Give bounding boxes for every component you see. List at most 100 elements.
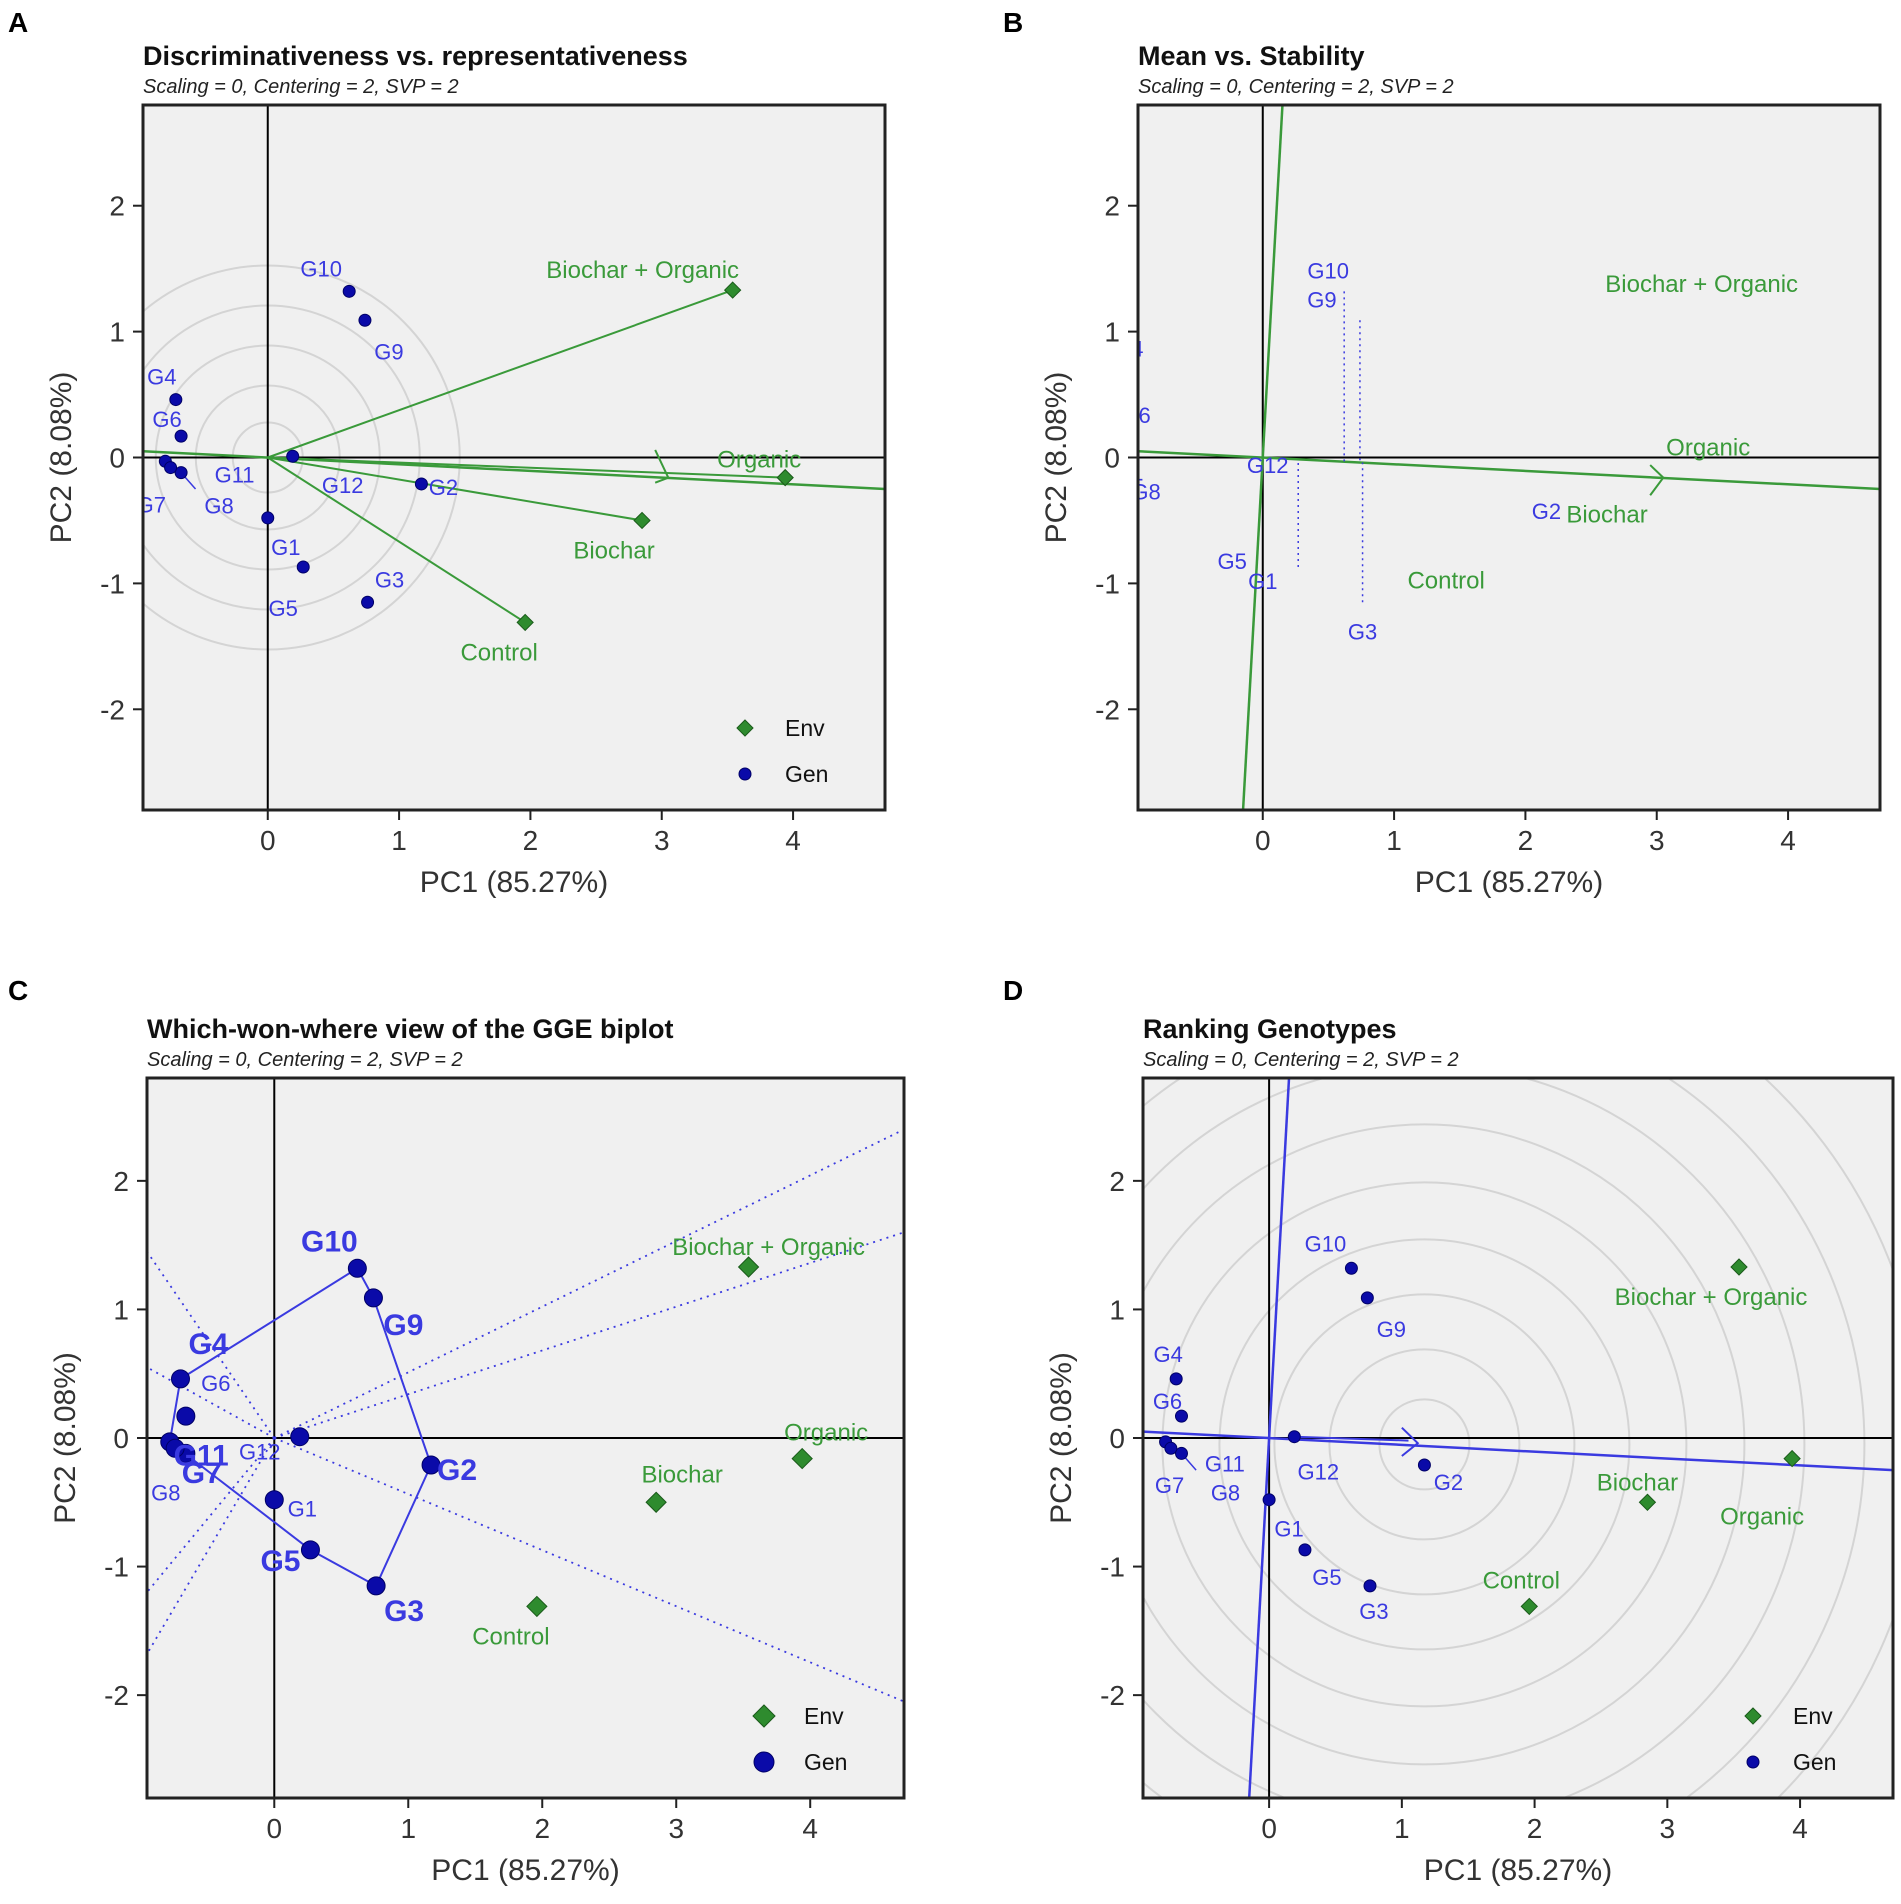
concentric-circle: [1273, 1293, 1576, 1596]
env-label: Biochar: [573, 537, 654, 564]
gen-label: G10: [1307, 258, 1349, 283]
env-point: [1730, 1258, 1748, 1276]
gen-label: G12: [1298, 1460, 1340, 1485]
y-axis-label: PC2 (8.08%): [1045, 1352, 1078, 1524]
gen-label: G1: [271, 535, 300, 560]
gen-label: G11: [1205, 1451, 1245, 1476]
aec-arrow: [654, 449, 670, 484]
x-axis-label: PC1 (85.27%): [1424, 1854, 1612, 1887]
panel-letter: A: [8, 7, 28, 38]
x-tick-label: 4: [1792, 1813, 1808, 1844]
legend-env-marker: [1744, 1707, 1762, 1725]
env-label: Biochar + Organic: [546, 257, 739, 284]
y-tick-label: -1: [1095, 568, 1120, 599]
env-point: [791, 1447, 813, 1470]
x-axis-label: PC1 (85.27%): [431, 1854, 619, 1887]
gen-label: G10: [300, 256, 342, 281]
x-tick-label: 4: [785, 825, 801, 856]
env-point: [1783, 1449, 1801, 1468]
x-tick-label: 3: [668, 1813, 684, 1844]
gen-label: G11: [215, 463, 255, 488]
x-tick-label: 0: [260, 825, 276, 856]
x-tick-label: 3: [654, 825, 670, 856]
x-tick-label: 4: [802, 1813, 818, 1844]
legend-gen-label: Gen: [785, 761, 828, 787]
x-tick-label: 0: [266, 1813, 282, 1844]
legend-env-label: Env: [804, 1703, 844, 1729]
gen-label: G5: [269, 596, 298, 621]
gen-label: G5: [1218, 549, 1247, 574]
legend-gen-label: Gen: [804, 1749, 847, 1775]
x-axis-label: PC1 (85.27%): [420, 866, 608, 899]
env-point: [776, 468, 794, 487]
y-tick-label: 2: [1104, 191, 1120, 222]
gen-point: [174, 429, 188, 443]
y-tick-label: 2: [109, 191, 125, 222]
gen-point: [264, 1490, 284, 1510]
gen-point: [174, 466, 188, 480]
env-label: Control: [1483, 1567, 1560, 1594]
x-tick-label: 2: [1527, 1813, 1543, 1844]
gen-point: [164, 461, 178, 475]
panel-c: C Which-won-where view of the GGE biplot S…: [8, 975, 906, 1887]
gen-label: G6: [201, 1371, 230, 1396]
y-tick-label: -1: [100, 568, 125, 599]
gen-point: [366, 1576, 386, 1596]
ideal-arrow: [1401, 1426, 1420, 1457]
gen-label: G10: [1305, 1231, 1347, 1256]
x-tick-label: 4: [1780, 825, 1796, 856]
gen-label: G1: [288, 1497, 317, 1522]
chart-title: Ranking Genotypes: [1143, 1014, 1397, 1044]
x-tick-label: 2: [523, 825, 539, 856]
x-tick-label: 3: [1649, 825, 1665, 856]
aec-line: [143, 449, 885, 491]
gen-label: G8: [1131, 480, 1160, 505]
chart-subtitle: Scaling = 0, Centering = 2, SVP = 2: [143, 76, 459, 98]
gen-label: G8: [1211, 1480, 1240, 1505]
env-label: Biochar + Organic: [1605, 271, 1798, 298]
gen-label: G2: [429, 475, 458, 500]
panel-b: B Mean vs. Stability Scaling = 0, Centerin…: [1003, 7, 1882, 899]
env-point: [526, 1595, 548, 1618]
legend-env-marker: [752, 1704, 776, 1728]
gen-point: [342, 284, 356, 298]
y-tick-label: 1: [113, 1294, 129, 1325]
env-vector: [267, 456, 643, 522]
gen-label: G8: [151, 1480, 180, 1505]
gen-label: G3: [375, 567, 404, 592]
x-tick-label: 2: [534, 1813, 550, 1844]
env-label: Organic: [1666, 435, 1750, 462]
gen-point: [1344, 1261, 1358, 1275]
gen-label: G4: [1154, 1342, 1183, 1367]
legend-env-label: Env: [1793, 1703, 1833, 1729]
gen-point: [290, 1427, 310, 1447]
env-label: Organic: [784, 1420, 868, 1447]
convex-hull: [168, 1266, 433, 1588]
legend-gen-marker: [738, 767, 752, 781]
y-tick-label: 2: [1109, 1166, 1125, 1197]
y-tick-label: 0: [109, 443, 125, 474]
env-vector: [267, 456, 526, 624]
gen-point: [1174, 1446, 1188, 1460]
env-label: Control: [472, 1623, 549, 1650]
gen-point: [296, 560, 310, 574]
gen-label: G6: [1153, 1389, 1182, 1414]
gen-label: G11: [174, 1439, 229, 1472]
panel-letter: B: [1003, 7, 1023, 38]
gen-label: G4: [147, 365, 176, 390]
y-tick-label: -2: [1100, 1680, 1125, 1711]
env-label: Biochar + Organic: [672, 1234, 865, 1261]
gen-label: G7: [137, 492, 166, 517]
env-label: Control: [1407, 567, 1484, 594]
gen-label: G7: [1155, 1473, 1184, 1498]
gen-label: G10: [301, 1225, 358, 1258]
gen-point: [1174, 1409, 1188, 1423]
concentric-circle: [1328, 1348, 1521, 1541]
y-tick-label: -2: [1095, 694, 1120, 725]
env-vector: [267, 289, 733, 459]
y-axis-label: PC2 (8.08%): [1040, 372, 1073, 544]
ideal-vector: [1294, 1435, 1409, 1442]
y-tick-label: 1: [1109, 1294, 1125, 1325]
y-tick-label: 2: [113, 1166, 129, 1197]
gen-label: G12: [239, 1440, 281, 1465]
